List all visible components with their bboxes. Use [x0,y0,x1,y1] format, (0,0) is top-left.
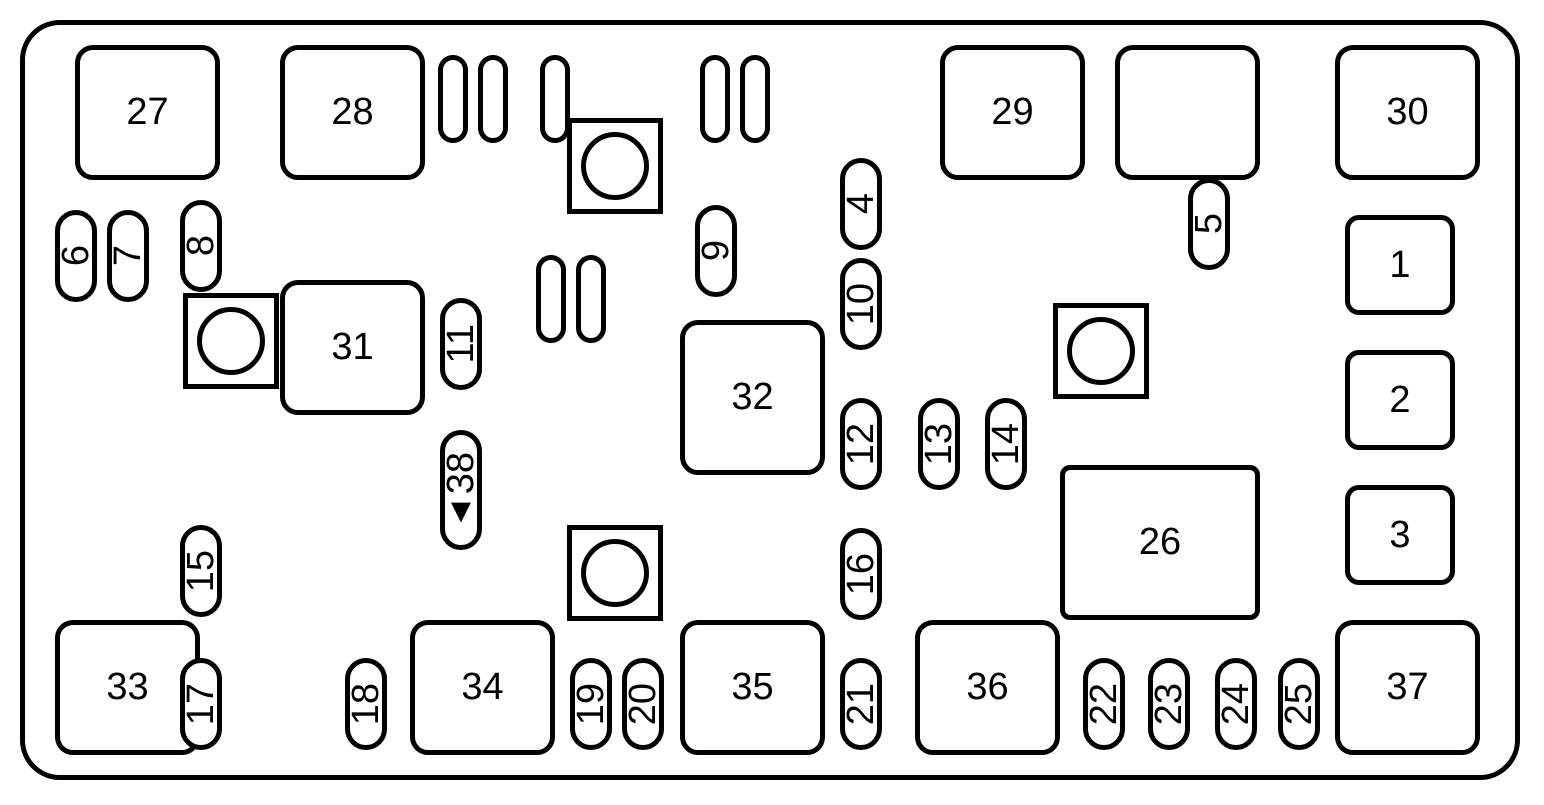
fuse-4: 4 [840,158,882,250]
fuse-17: 17 [180,658,222,750]
slot-31: 31 [280,280,425,415]
fuse-16: 16 [840,528,882,620]
fuse-8: 8 [180,200,222,292]
fuse-38-diode: 38▼ [440,430,482,550]
blank-slot [478,55,508,143]
fuse-10: 10 [840,258,882,350]
slot-37: 37 [1335,620,1480,755]
fuse-12: 12 [840,398,882,490]
slot-36: 36 [915,620,1060,755]
slot-blank [1115,45,1260,180]
slot-33: 33 [55,620,200,755]
fuse-9: 9 [695,205,737,297]
mount-circle [1067,317,1135,385]
fuse-11: 11 [440,298,482,390]
slot-35: 35 [680,620,825,755]
fuse-25: 25 [1278,658,1320,750]
mount-circle [581,539,649,607]
fuse-22: 22 [1083,658,1125,750]
fuse-15: 15 [180,525,222,617]
fuse-18: 18 [345,658,387,750]
blank-slot [700,55,730,143]
mount-circle [581,132,649,200]
fuse-23: 23 [1148,658,1190,750]
slot-26: 26 [1060,465,1260,620]
fuse-box-diagram: 2728293031322633343536371236789410511121… [0,0,1544,805]
slot-27: 27 [75,45,220,180]
blank-slot [576,255,606,343]
fuse-21: 21 [840,658,882,750]
fuse-14: 14 [985,398,1027,490]
slot-34: 34 [410,620,555,755]
blank-slot [540,55,570,143]
arrow-down-icon: ▼ [444,494,478,528]
fuse-7: 7 [107,210,149,302]
slot-29: 29 [940,45,1085,180]
fuse-5: 5 [1188,178,1230,270]
blank-slot [438,55,468,143]
slot-1: 1 [1345,215,1455,315]
slot-2: 2 [1345,350,1455,450]
fuse-19: 19 [570,658,612,750]
slot-28: 28 [280,45,425,180]
fuse-20: 20 [622,658,664,750]
fuse-24: 24 [1215,658,1257,750]
blank-slot [740,55,770,143]
slot-32: 32 [680,320,825,475]
blank-slot [536,255,566,343]
slot-30: 30 [1335,45,1480,180]
fuse-6: 6 [55,210,97,302]
mount-circle [197,307,265,375]
slot-3: 3 [1345,485,1455,585]
fuse-13: 13 [918,398,960,490]
